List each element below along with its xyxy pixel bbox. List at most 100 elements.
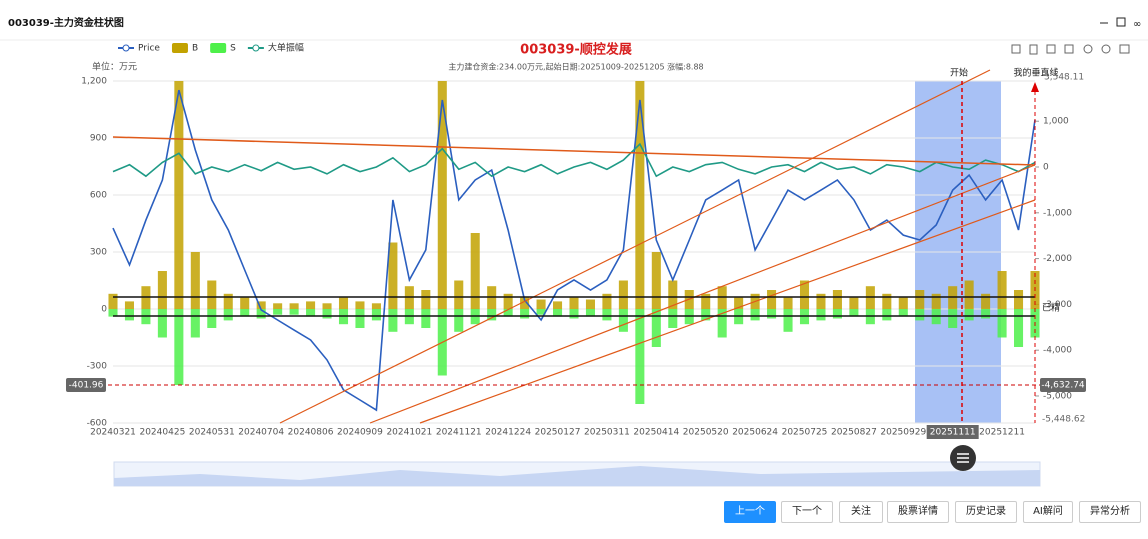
trend-line <box>279 69 991 424</box>
bar <box>190 309 200 338</box>
button[interactable]: 历史记录 <box>955 501 1017 523</box>
bar <box>997 309 1007 338</box>
bar <box>273 309 283 315</box>
y-tick-label: 0 <box>101 305 107 315</box>
y2-tick-label: -2,000 <box>1043 254 1072 264</box>
bar <box>306 309 316 317</box>
x-tick-label: 20240704 <box>238 428 284 438</box>
tool-icon[interactable] <box>1029 44 1038 55</box>
bar <box>717 309 727 338</box>
bar <box>388 309 398 332</box>
x-tick-label: 20240909 <box>337 428 383 438</box>
bar <box>157 271 167 309</box>
bar <box>190 252 200 309</box>
bar <box>421 309 431 328</box>
bar <box>602 309 612 321</box>
bar <box>553 301 563 309</box>
x-tick-label: 20250414 <box>633 428 679 438</box>
bar <box>997 271 1007 309</box>
legend-swatch <box>210 43 227 53</box>
bar <box>701 309 711 321</box>
menu-icon <box>957 453 969 463</box>
bar <box>454 280 464 309</box>
bar <box>207 280 217 309</box>
side-label: 已精 <box>1042 302 1060 314</box>
bar <box>553 309 563 317</box>
bar <box>487 309 497 321</box>
bar <box>849 309 859 317</box>
x-tick-label: 20241021 <box>386 428 432 438</box>
bar <box>355 301 365 309</box>
bar <box>882 309 892 321</box>
window-title: 003039-主力资金柱状图 <box>8 16 124 29</box>
trend-line <box>419 199 1036 424</box>
bar <box>635 81 645 309</box>
cursor-label: -401.96 <box>69 381 104 391</box>
chart-title: 003039-顺控发展 <box>520 42 633 58</box>
bar <box>816 293 826 309</box>
button[interactable]: 异常分析 <box>1079 501 1141 523</box>
tool-icon[interactable] <box>1119 44 1130 54</box>
bar <box>585 299 595 309</box>
bar <box>668 280 678 309</box>
bar <box>503 309 513 317</box>
bar <box>915 290 925 309</box>
x-tick-label: 20250624 <box>732 428 778 438</box>
bar <box>1014 309 1024 347</box>
tool-icon[interactable] <box>1011 44 1021 54</box>
bar <box>618 280 628 309</box>
bar <box>256 309 266 319</box>
x-tick-label: 20250311 <box>584 428 630 438</box>
bar <box>799 280 810 309</box>
bar <box>783 297 793 309</box>
maximize[interactable] <box>1116 17 1126 27</box>
line <box>112 142 1036 178</box>
tool-icon[interactable] <box>1083 44 1093 54</box>
bar <box>322 309 332 319</box>
bar <box>322 303 332 309</box>
legend-swatch <box>122 44 130 52</box>
bar <box>602 293 612 309</box>
tool-icon[interactable] <box>1064 44 1074 54</box>
x-tick-label: 20250827 <box>831 428 877 438</box>
bar <box>520 297 530 309</box>
bar <box>223 293 233 309</box>
bar <box>783 309 793 332</box>
tool-icon[interactable] <box>1101 44 1111 54</box>
start-label: 开始 <box>950 67 968 79</box>
button[interactable]: 关注 <box>839 501 883 523</box>
bar <box>635 309 645 404</box>
bar <box>931 293 941 309</box>
y2-tick-label: -4,000 <box>1043 346 1072 356</box>
button[interactable]: 下一个 <box>781 501 833 523</box>
bar <box>618 309 628 332</box>
button[interactable]: 股票详情 <box>887 501 949 523</box>
bar <box>948 309 958 328</box>
bar <box>306 301 316 309</box>
close[interactable]: ∞ <box>1133 19 1141 30</box>
bar <box>240 297 250 309</box>
bar <box>701 293 711 309</box>
bar <box>668 309 678 328</box>
cursor-label: -4,632.74 <box>1041 381 1085 391</box>
x-tick-label: 20250725 <box>782 428 828 438</box>
legend-swatch <box>252 44 260 52</box>
bar <box>520 309 530 319</box>
x-tick-label: 20240531 <box>189 428 235 438</box>
y2-tick-label: 0 <box>1043 163 1049 173</box>
y2-tick-label: -3,000 <box>1043 300 1072 310</box>
x-tick-label: 20240806 <box>288 428 334 438</box>
bar <box>388 242 398 309</box>
x-tick-label: 20240321 <box>90 428 136 438</box>
legend-label: 大单振幅 <box>268 42 304 54</box>
button[interactable]: 上一个 <box>724 501 776 523</box>
y-tick-label: 600 <box>90 191 107 201</box>
button[interactable]: AI解问 <box>1023 501 1073 523</box>
bar <box>437 81 447 309</box>
legend-swatch <box>171 43 188 53</box>
bar <box>289 303 299 309</box>
cursor-label-bg <box>1040 378 1086 392</box>
tool-icon[interactable] <box>1046 44 1056 54</box>
bar <box>503 293 513 309</box>
x-tick-label: 20240425 <box>139 428 185 438</box>
